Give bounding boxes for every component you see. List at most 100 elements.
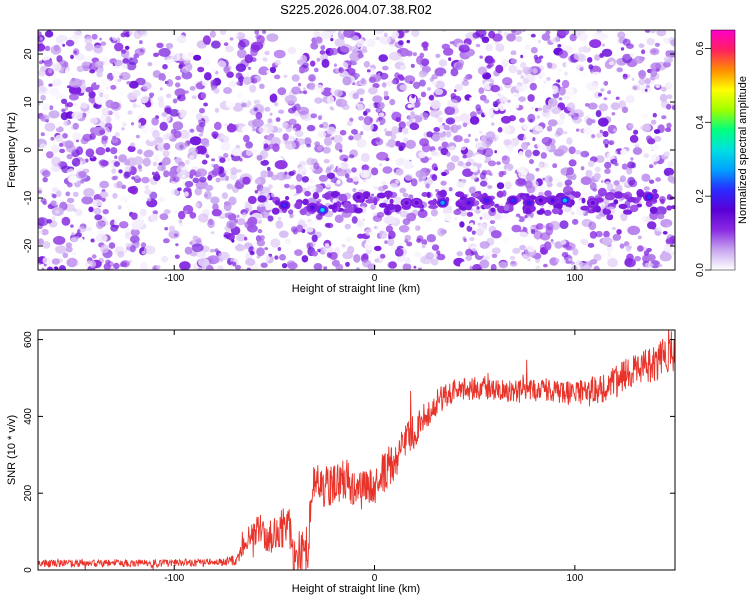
noise-blob [457, 160, 464, 167]
noise-blob [568, 146, 576, 155]
signal-peak-core [646, 195, 652, 200]
noise-blob [608, 140, 615, 146]
snr-y-axis-label: SNR (10 * v/v) [6, 415, 18, 485]
noise-blob [253, 99, 261, 105]
noise-blob [503, 163, 514, 172]
noise-blob [522, 121, 532, 130]
noise-blob [242, 176, 251, 185]
noise-blob [391, 79, 397, 85]
noise-blob [476, 206, 480, 210]
noise-blob [88, 206, 94, 213]
noise-blob [513, 216, 520, 222]
noise-blob [447, 99, 459, 108]
noise-blob [72, 132, 81, 141]
noise-blob [189, 136, 202, 146]
noise-blob [416, 238, 422, 244]
noise-blob [223, 153, 229, 158]
noise-blob [378, 186, 386, 192]
figure-title: S225.2026.004.07.38.R02 [280, 2, 432, 17]
signal-band-blob [353, 207, 363, 214]
noise-blob [356, 88, 365, 95]
noise-blob [411, 30, 420, 38]
noise-blob [308, 74, 316, 82]
noise-blob [259, 83, 265, 90]
noise-blob [184, 210, 188, 215]
noise-blob [321, 31, 332, 39]
noise-blob [483, 109, 494, 117]
noise-blob [604, 161, 612, 169]
noise-blob [473, 154, 486, 164]
noise-blob [649, 48, 660, 56]
noise-blob [260, 170, 268, 179]
noise-blob [211, 158, 216, 162]
noise-blob [237, 93, 243, 100]
noise-blob [379, 35, 392, 45]
noise-blob [198, 257, 210, 267]
snr-x-ticks: -100 0 100 [164, 330, 584, 584]
noise-blob [308, 82, 316, 91]
noise-blob [364, 228, 374, 236]
noise-blob [650, 119, 657, 125]
noise-blob [289, 213, 294, 219]
noise-blob [42, 170, 51, 178]
noise-blob [511, 92, 519, 101]
noise-blob [566, 137, 573, 145]
noise-blob [100, 41, 107, 46]
noise-blob [404, 234, 412, 242]
noise-blob [426, 131, 433, 138]
noise-blob [233, 219, 239, 224]
noise-blob [348, 154, 355, 159]
noise-blob [398, 121, 406, 129]
noise-blob [292, 127, 297, 132]
noise-blob [163, 209, 171, 215]
noise-blob [386, 30, 394, 37]
snr-frame [37, 329, 676, 571]
noise-blob [469, 222, 474, 227]
noise-blob [671, 105, 675, 110]
noise-blob [500, 115, 512, 124]
noise-blob [431, 174, 438, 182]
noise-blob [524, 149, 532, 158]
noise-blob [404, 173, 413, 181]
noise-blob [561, 79, 570, 89]
noise-blob [368, 87, 378, 95]
noise-blob [260, 262, 268, 268]
noise-blob [331, 107, 335, 111]
noise-blob [418, 70, 427, 78]
noise-blob [163, 170, 170, 178]
noise-blob [624, 258, 636, 268]
noise-blob [313, 67, 319, 73]
noise-blob [68, 85, 82, 95]
colorbar: 0.0 0.2 0.4 0.6 Normalized spectral amplitu… [695, 29, 749, 277]
signal-band-blob [623, 209, 633, 215]
noise-blob [285, 132, 297, 142]
noise-blob [253, 107, 258, 112]
noise-blob [442, 73, 449, 80]
noise-blob [109, 267, 114, 270]
noise-blob [568, 159, 577, 167]
noise-blob [595, 214, 602, 220]
noise-blob [177, 187, 182, 191]
noise-blob [199, 107, 205, 114]
noise-blob [124, 250, 127, 254]
noise-blob [551, 106, 561, 115]
noise-blob [344, 223, 351, 230]
signal-band-blob [605, 194, 615, 201]
noise-blob [405, 139, 417, 149]
noise-blob [370, 204, 376, 210]
noise-blob [127, 145, 136, 153]
noise-blob [38, 43, 46, 52]
noise-blob [264, 50, 270, 56]
noise-blob [469, 237, 475, 242]
noise-blob [149, 191, 158, 200]
noise-blob [510, 58, 518, 64]
noise-blob [96, 81, 100, 86]
noise-blob [536, 115, 541, 119]
noise-blob [228, 81, 237, 88]
noise-blob [94, 214, 103, 221]
noise-blob [580, 150, 590, 158]
noise-blob [462, 168, 474, 177]
noise-blob [388, 261, 397, 269]
noise-blob [575, 128, 580, 132]
noise-blob [377, 101, 385, 110]
